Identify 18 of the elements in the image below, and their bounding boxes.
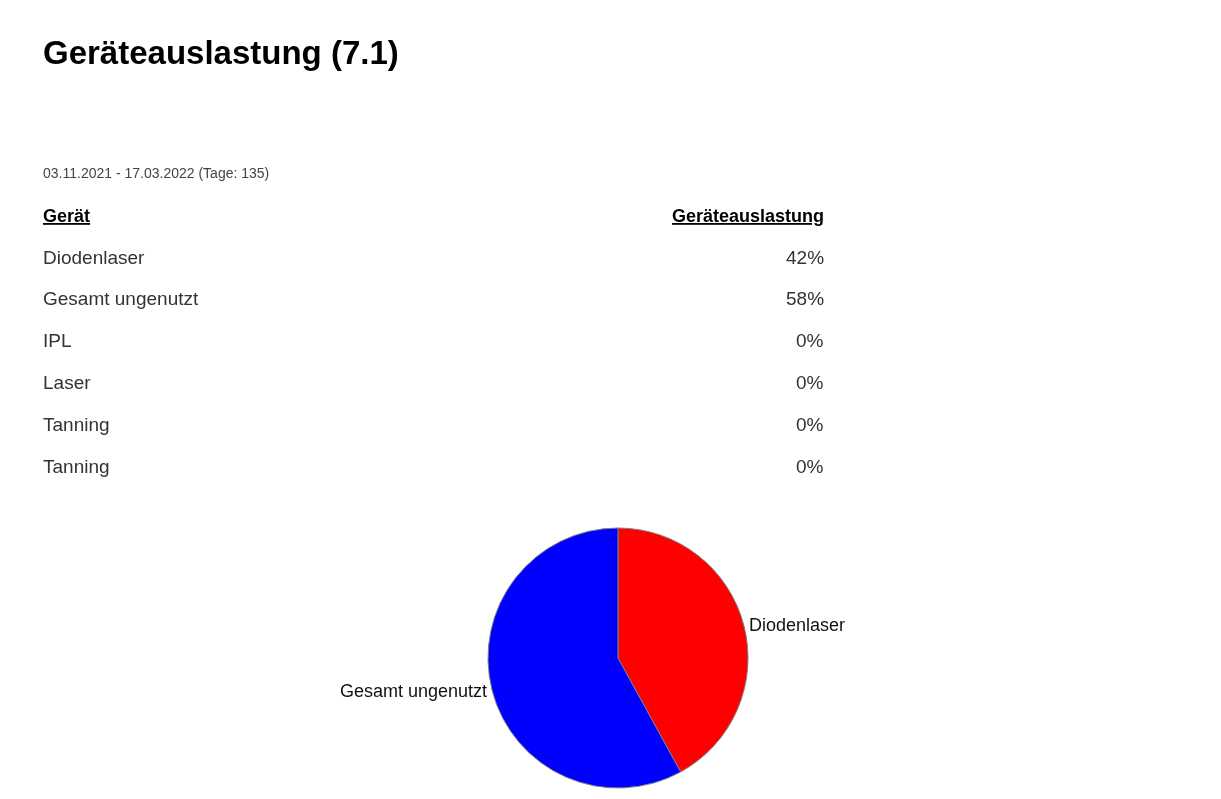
text: Geräteauslastung xyxy=(672,206,825,226)
slice-label: Gesamt ungenutzt xyxy=(339,680,488,701)
data-label: 0% xyxy=(796,372,824,393)
slice-label: Diodenlaser xyxy=(748,615,845,636)
data-label: 42% xyxy=(786,247,825,268)
data-label: 0% xyxy=(796,414,824,435)
text: Gerät xyxy=(43,206,91,226)
data-label: 58% xyxy=(786,288,825,309)
category-label: Laser xyxy=(43,372,92,393)
category-label: Tanning xyxy=(43,414,110,435)
text: 03.11.2021 - 17.03.2022 (Tage: 135) xyxy=(43,165,270,181)
category-label: Gesamt ungenutzt xyxy=(43,288,199,309)
data-label: 0% xyxy=(796,330,824,351)
category-label: Tanning xyxy=(43,456,110,477)
category-label: IPL xyxy=(43,330,72,351)
data-label: 0% xyxy=(796,456,824,477)
text: Geräteauslastung (7.1) xyxy=(43,34,399,71)
category-label: Diodenlaser xyxy=(43,247,146,268)
